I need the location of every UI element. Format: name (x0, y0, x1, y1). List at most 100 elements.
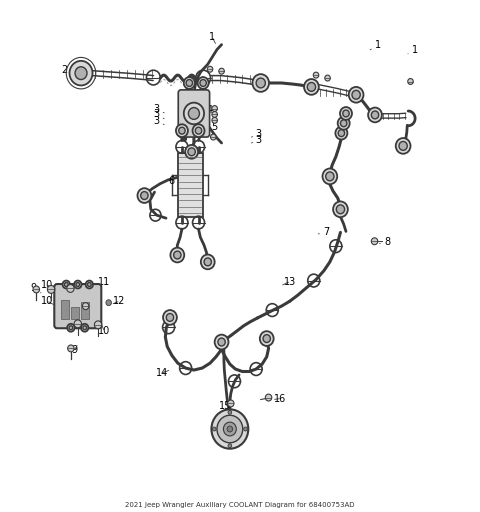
Circle shape (304, 79, 319, 95)
Circle shape (307, 82, 315, 91)
Text: 16: 16 (275, 394, 287, 403)
Text: 2: 2 (61, 65, 73, 75)
Text: 14: 14 (156, 368, 168, 378)
Circle shape (336, 127, 348, 139)
Circle shape (340, 107, 352, 120)
Circle shape (81, 324, 88, 332)
Text: 17: 17 (218, 434, 230, 444)
Circle shape (166, 313, 174, 322)
Circle shape (265, 394, 272, 401)
Text: 3: 3 (153, 110, 164, 119)
Circle shape (184, 102, 204, 124)
Text: 1: 1 (370, 39, 381, 50)
Circle shape (223, 422, 236, 436)
Circle shape (260, 331, 274, 346)
Text: 13: 13 (283, 276, 296, 287)
Text: 1: 1 (408, 45, 418, 55)
Circle shape (399, 141, 407, 151)
Circle shape (33, 286, 39, 293)
Circle shape (372, 238, 378, 245)
FancyBboxPatch shape (54, 284, 101, 328)
Circle shape (184, 77, 195, 89)
Text: 11: 11 (95, 276, 110, 288)
Circle shape (170, 248, 184, 262)
Circle shape (69, 326, 73, 330)
Circle shape (70, 61, 93, 86)
Circle shape (219, 68, 224, 74)
Circle shape (349, 87, 363, 102)
Circle shape (338, 130, 345, 137)
Circle shape (200, 79, 206, 87)
Circle shape (218, 338, 225, 346)
Text: 9: 9 (85, 301, 92, 311)
Text: 2021 Jeep Wrangler Auxiliary COOLANT Diagram for 68400753AD: 2021 Jeep Wrangler Auxiliary COOLANT Dia… (125, 502, 355, 508)
Text: 3: 3 (153, 116, 164, 126)
Circle shape (217, 415, 243, 443)
Bar (61, 300, 69, 319)
Text: 12: 12 (113, 296, 125, 306)
Circle shape (67, 324, 74, 332)
Circle shape (396, 138, 410, 154)
Text: 3: 3 (153, 103, 164, 114)
Circle shape (323, 168, 337, 184)
Circle shape (74, 320, 82, 328)
Circle shape (212, 105, 217, 112)
Circle shape (244, 427, 247, 431)
Circle shape (326, 172, 334, 181)
Text: 6: 6 (169, 176, 180, 186)
Circle shape (192, 124, 204, 137)
Circle shape (252, 74, 269, 92)
Circle shape (340, 120, 347, 127)
Circle shape (408, 78, 413, 84)
Circle shape (211, 134, 216, 140)
Text: 3: 3 (252, 135, 262, 145)
Circle shape (62, 281, 70, 288)
Circle shape (74, 281, 82, 288)
Circle shape (188, 108, 200, 119)
Circle shape (212, 112, 217, 117)
Circle shape (176, 124, 188, 137)
Circle shape (83, 326, 86, 330)
Text: 8: 8 (380, 237, 391, 247)
Text: 5: 5 (207, 122, 218, 132)
Circle shape (228, 400, 234, 407)
Text: 3: 3 (252, 129, 262, 139)
FancyBboxPatch shape (178, 90, 210, 137)
Circle shape (195, 127, 202, 134)
Circle shape (207, 66, 213, 72)
Circle shape (343, 110, 349, 117)
Circle shape (174, 251, 181, 259)
Circle shape (333, 201, 348, 217)
Circle shape (75, 67, 87, 79)
Circle shape (137, 188, 151, 203)
Text: 7: 7 (318, 227, 330, 238)
Circle shape (198, 77, 209, 89)
Text: 10: 10 (41, 280, 54, 289)
Bar (71, 307, 79, 319)
Circle shape (163, 310, 177, 325)
Circle shape (76, 283, 80, 287)
Circle shape (186, 79, 192, 87)
Circle shape (212, 117, 217, 123)
Circle shape (201, 254, 215, 269)
Circle shape (87, 283, 91, 287)
Circle shape (336, 205, 345, 214)
Circle shape (106, 300, 111, 306)
Text: 1: 1 (209, 32, 216, 44)
Text: 15: 15 (219, 401, 231, 411)
Circle shape (256, 78, 265, 88)
Circle shape (85, 281, 93, 288)
Circle shape (325, 75, 330, 81)
Bar (178, 153, 203, 217)
Text: 4: 4 (201, 104, 213, 115)
Circle shape (313, 72, 319, 78)
Circle shape (95, 321, 102, 329)
Circle shape (83, 303, 89, 310)
Text: 10: 10 (98, 326, 110, 336)
Circle shape (185, 145, 198, 159)
Circle shape (215, 335, 228, 349)
Circle shape (228, 410, 232, 414)
Circle shape (141, 191, 148, 200)
Circle shape (212, 427, 216, 431)
Circle shape (188, 148, 195, 156)
